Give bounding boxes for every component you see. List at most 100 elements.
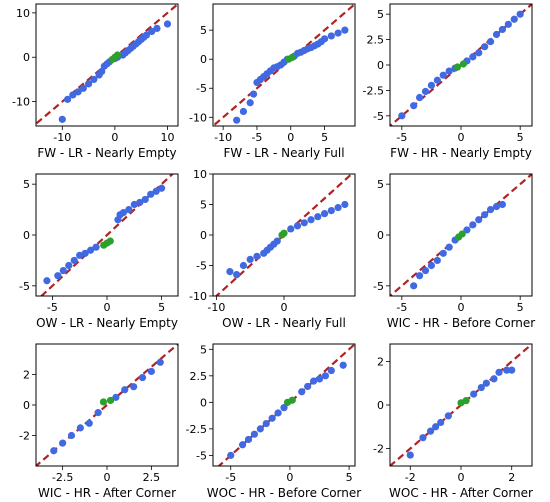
data-point (427, 81, 436, 89)
data-point (463, 226, 471, 234)
data-point (498, 200, 507, 209)
x-axis-label: OW - LR - Nearly Empty (36, 316, 178, 330)
data-point (427, 261, 436, 270)
y-tick-label: 0 (200, 53, 207, 66)
data-point (439, 71, 447, 79)
x-axis-label: FW - HR - Nearly Empty (390, 146, 532, 160)
data-point (67, 431, 76, 440)
y-tick-label: -10 (189, 290, 207, 303)
data-point (147, 367, 155, 376)
data-point (98, 67, 106, 76)
x-tick-label: -5 (251, 131, 262, 144)
data-point (256, 425, 264, 433)
data-point (79, 84, 87, 92)
x-tick-label: 5 (158, 301, 165, 314)
data-point (327, 32, 335, 40)
highlight-point (288, 53, 296, 62)
data-point (415, 272, 424, 280)
y-tick-label: 5 (377, 178, 384, 191)
data-point (327, 207, 335, 215)
subplot-7: -2.5 0 2.5 -2 0 2 WIC - HR - After Corner (19, 343, 179, 500)
data-point (475, 49, 483, 57)
data-point (158, 184, 166, 192)
data-point (233, 116, 241, 124)
highlight-point (462, 397, 470, 405)
x-tick-label: -10 (53, 131, 71, 144)
data-point (43, 277, 51, 285)
data-point (90, 75, 98, 84)
highlight-point (99, 398, 108, 406)
highlight-point (458, 230, 466, 238)
data-point (253, 252, 261, 260)
x-tick-label: -5 (47, 301, 58, 314)
y-tick-label: 5 (200, 343, 207, 356)
data-point (444, 412, 452, 420)
y-tick-label: -2 (19, 430, 30, 443)
x-tick-label: -5 (396, 301, 407, 314)
x-tick-label: 0 (458, 301, 465, 314)
data-point (233, 271, 241, 279)
data-point (498, 25, 507, 34)
y-tick-label: 10 (16, 7, 30, 20)
data-point (433, 76, 441, 84)
x-tick-label: 0 (111, 131, 118, 144)
x-tick-label: 10 (160, 131, 174, 144)
data-point (486, 38, 495, 46)
data-point (65, 261, 73, 270)
data-point (475, 216, 483, 224)
x-axis-label: OW - LR - Nearly Full (222, 316, 346, 330)
x-tick-label: -10 (214, 131, 232, 144)
y-tick-label: 10 (193, 168, 207, 181)
data-point (226, 268, 234, 276)
data-point (309, 377, 318, 385)
data-point (432, 423, 440, 431)
y-tick-label: 0 (23, 399, 30, 412)
data-point (81, 249, 89, 257)
x-tick-label: 5 (346, 471, 353, 484)
highlight-point (106, 237, 114, 245)
x-tick-label: 0 (104, 301, 111, 314)
data-point (445, 243, 453, 251)
reference-line (39, 174, 175, 296)
data-point (112, 393, 120, 401)
data-point (59, 266, 67, 275)
data-point (141, 195, 149, 204)
data-point (227, 451, 235, 459)
data-point (85, 419, 93, 427)
data-point (398, 112, 406, 120)
y-tick-label: 0 (200, 396, 207, 409)
data-point (486, 205, 495, 214)
x-tick-label: 5 (321, 131, 328, 144)
y-tick-label: -5 (196, 449, 207, 462)
x-tick-label: 5 (517, 131, 524, 144)
data-point (341, 26, 349, 34)
data-point (156, 358, 164, 366)
y-tick-label: 0 (377, 399, 384, 412)
y-tick-label: 0 (23, 229, 30, 242)
y-tick-label: -5 (373, 110, 384, 123)
x-axis-label: FW - LR - Nearly Full (223, 146, 344, 160)
data-point (341, 200, 349, 209)
x-axis-label: WOC - HR - After Corner (389, 486, 533, 500)
highlight-point (280, 229, 288, 237)
data-point (495, 368, 503, 376)
subplot-8: -5 0 5 -5 -2.5 0 2.5 5 WOC - HR - Before Corner (186, 343, 362, 500)
y-tick-label: 0 (377, 229, 384, 242)
data-point (148, 27, 156, 36)
data-point (163, 20, 172, 28)
data-point (142, 31, 151, 39)
highlight-point (453, 63, 462, 71)
data-point (76, 424, 84, 432)
data-point (246, 255, 254, 263)
y-tick-label: -10 (189, 111, 207, 124)
y-tick-label: 2 (377, 355, 384, 368)
x-axis-label: WIC - HR - After Corner (38, 486, 176, 500)
y-tick-label: -10 (12, 96, 30, 109)
data-point (298, 388, 306, 396)
data-point (239, 261, 248, 270)
data-point (274, 409, 282, 417)
data-point (239, 107, 248, 116)
data-point (84, 80, 93, 88)
subplot-5: -10 0 -10 -5 0 5 10 OW - LR - Nearly Full (189, 168, 356, 330)
subplot-1: -10 0 10 -10 0 10 FW - LR - Nearly Empty (12, 3, 179, 160)
